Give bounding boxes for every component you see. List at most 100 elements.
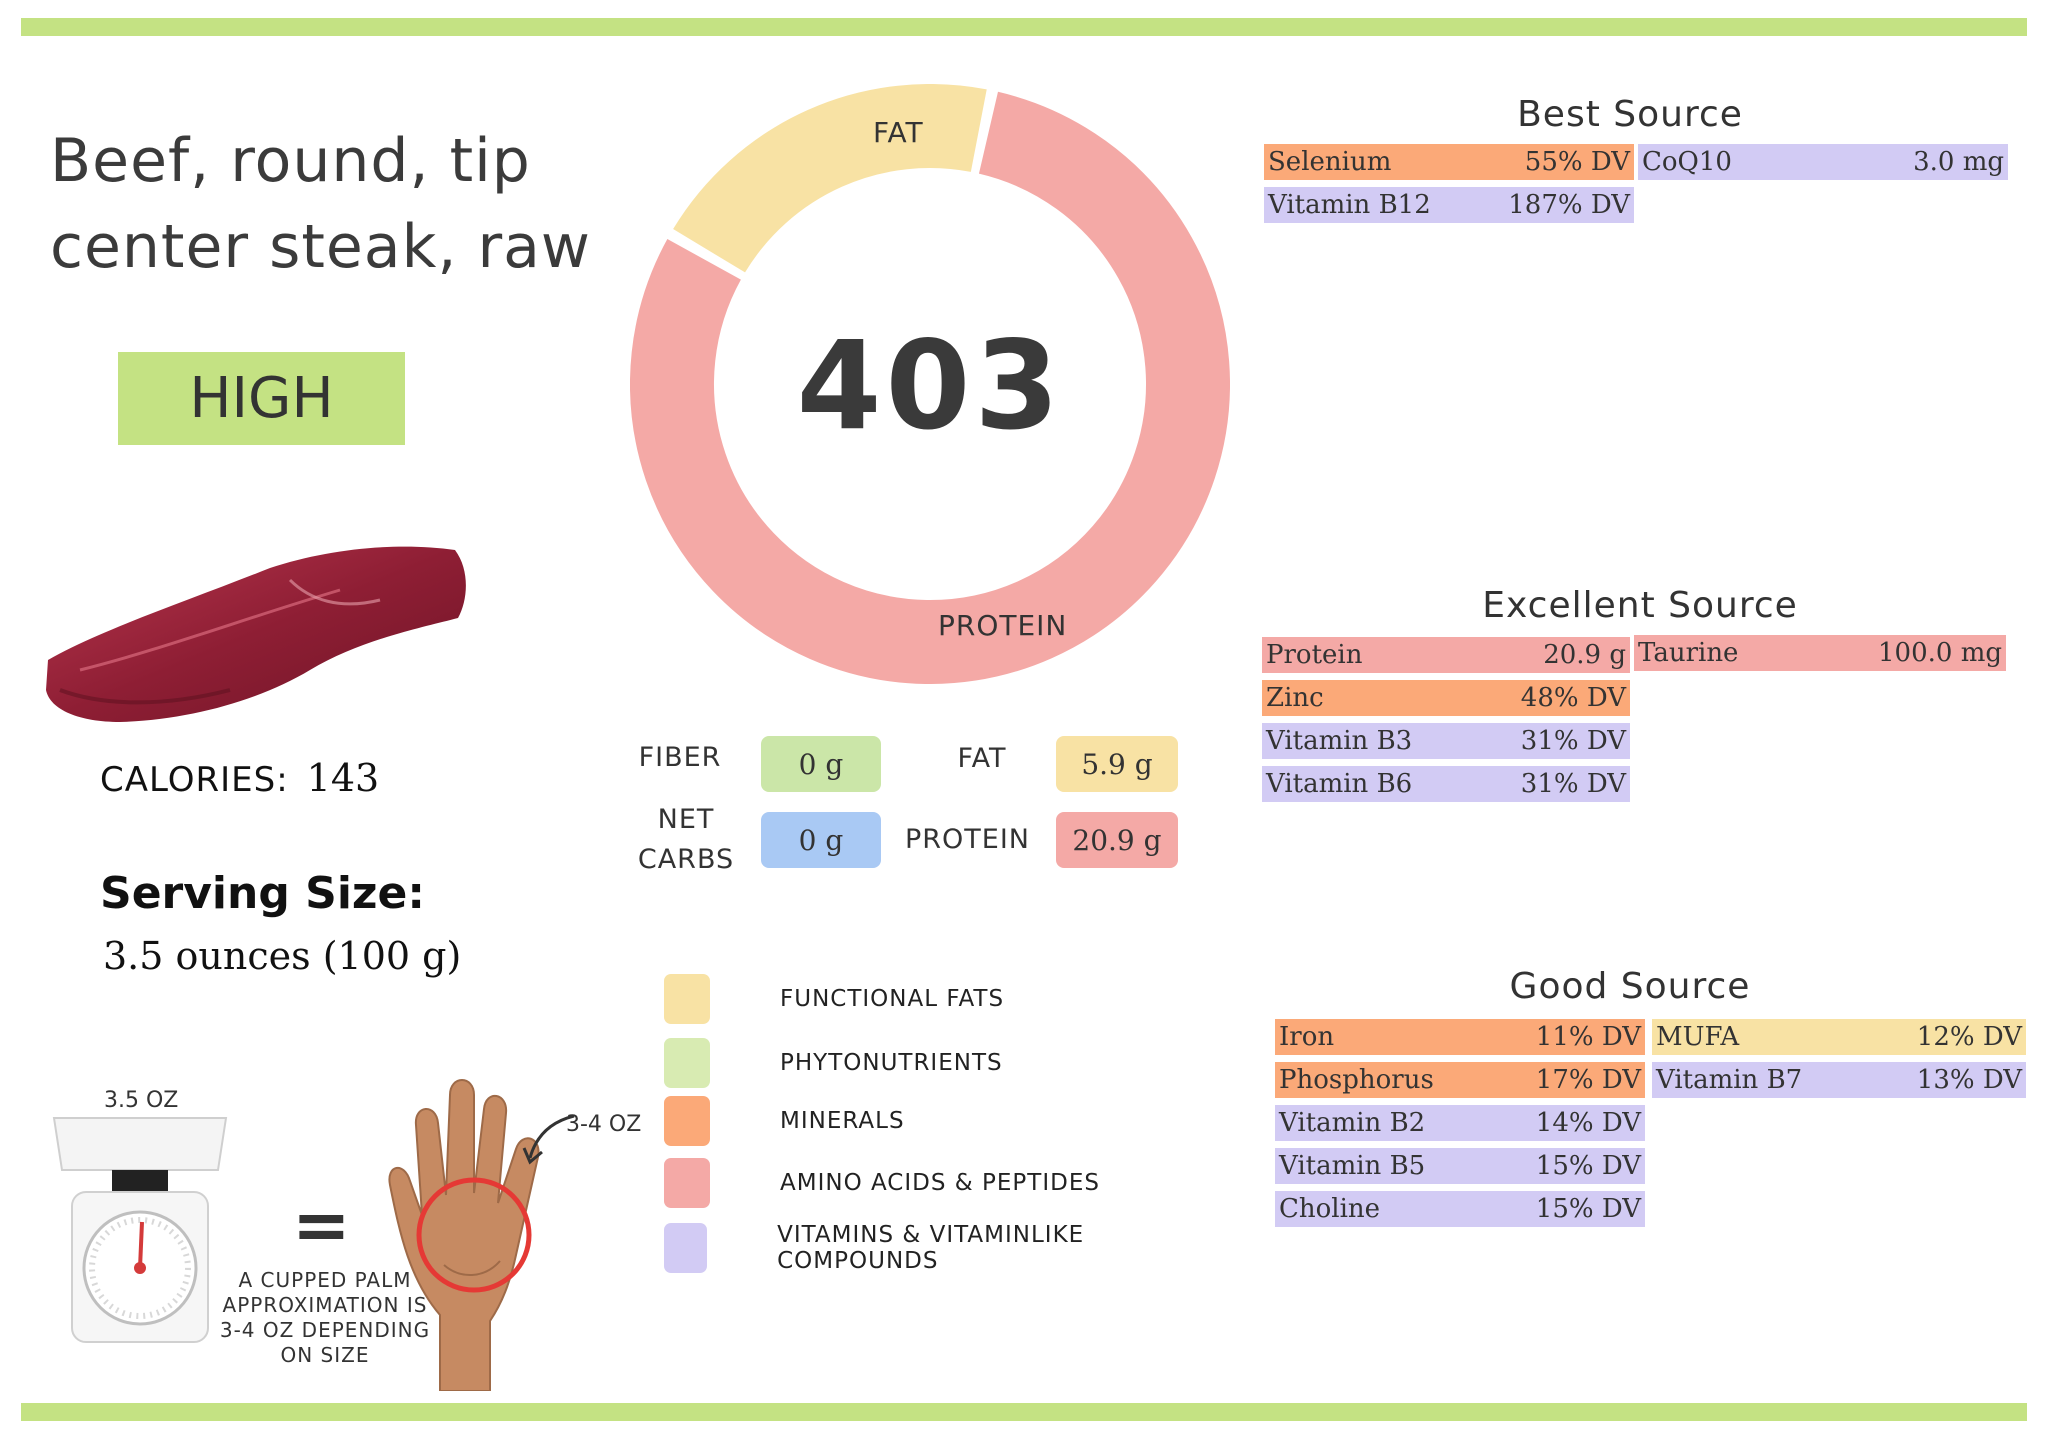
nutrient-name: Choline bbox=[1279, 1194, 1381, 1224]
calories-value: 143 bbox=[306, 756, 380, 800]
palm-weight-label: 3-4 OZ bbox=[566, 1112, 642, 1137]
fiber-value: 0 g bbox=[761, 736, 881, 792]
nutrient-value: 12% DV bbox=[1916, 1022, 2022, 1052]
kitchen-scale-icon bbox=[52, 1117, 228, 1343]
calories-label: CALORIES: bbox=[100, 760, 289, 800]
protein-label: PROTEIN bbox=[904, 824, 1030, 855]
fat-label: FAT bbox=[957, 743, 1007, 774]
calorie-donut-chart bbox=[630, 84, 1230, 684]
legend-swatch bbox=[664, 1096, 710, 1146]
nutrient-row: Vitamin B5 15% DV bbox=[1275, 1148, 1645, 1184]
nutrient-name: Protein bbox=[1266, 640, 1363, 670]
donut-protein-segment bbox=[630, 91, 1230, 684]
nutrient-name: Selenium bbox=[1268, 147, 1392, 177]
nutrient-value: 15% DV bbox=[1535, 1151, 1641, 1181]
nutrient-name: Zinc bbox=[1266, 683, 1324, 713]
donut-fat-label: FAT bbox=[873, 116, 924, 149]
nutrient-name: Vitamin B5 bbox=[1279, 1151, 1426, 1181]
nutrient-name: Iron bbox=[1279, 1022, 1335, 1052]
nutrient-value: 187% DV bbox=[1508, 190, 1630, 220]
legend-label: VITAMINS & VITAMINLIKE COMPOUNDS bbox=[777, 1222, 1085, 1274]
nutrient-name: Vitamin B7 bbox=[1656, 1065, 1803, 1095]
nutrient-row: Vitamin B2 14% DV bbox=[1275, 1105, 1645, 1141]
donut-protein-label: PROTEIN bbox=[938, 609, 1068, 642]
food-title: Beef, round, tip center steak, raw bbox=[50, 118, 610, 290]
nutrient-row: Vitamin B3 31% DV bbox=[1262, 723, 1630, 759]
arrow-pointer-icon bbox=[522, 1114, 575, 1165]
legend-label: MINERALS bbox=[780, 1108, 905, 1134]
excellent-source-left-list: Protein 20.9 g Zinc 48% DV Vitamin B3 31% DV V… bbox=[1262, 637, 1630, 809]
nutrient-row: Zinc 48% DV bbox=[1262, 680, 1630, 716]
best-source-left-list: Selenium 55% DV Vitamin B12 187% DV bbox=[1264, 144, 1634, 230]
nutrient-row: Vitamin B7 13% DV bbox=[1652, 1062, 2026, 1098]
food-title-line2: center steak, raw bbox=[50, 212, 591, 282]
donut-fat-segment bbox=[673, 84, 987, 274]
protein-value: 20.9 g bbox=[1056, 812, 1178, 868]
nutrient-row: Vitamin B6 31% DV bbox=[1262, 766, 1630, 802]
best-source-right-list: CoQ10 3.0 mg bbox=[1638, 144, 2008, 187]
nutrient-value: 31% DV bbox=[1520, 769, 1626, 799]
nutrient-row: Selenium 55% DV bbox=[1264, 144, 1634, 180]
good-source-right-list: MUFA 12% DV Vitamin B7 13% DV bbox=[1652, 1019, 2026, 1105]
nutrient-row: Choline 15% DV bbox=[1275, 1191, 1645, 1227]
nutrient-value: 55% DV bbox=[1524, 147, 1630, 177]
legend-item: VITAMINS & VITAMINLIKE COMPOUNDS bbox=[664, 1222, 1224, 1274]
net-carbs-label: NET CARBS bbox=[630, 800, 742, 880]
nutrient-value: 20.9 g bbox=[1543, 640, 1626, 670]
nutrient-name: Vitamin B2 bbox=[1279, 1108, 1426, 1138]
legend-label: FUNCTIONAL FATS bbox=[780, 986, 1005, 1012]
nutrient-row: Taurine 100.0 mg bbox=[1634, 635, 2006, 671]
serving-size-value: 3.5 ounces (100 g) bbox=[103, 934, 462, 978]
palm-note: A CUPPED PALM APPROXIMATION IS 3-4 OZ DE… bbox=[219, 1268, 431, 1367]
food-title-line1: Beef, round, tip bbox=[50, 126, 531, 196]
good-source-left-list: Iron 11% DV Phosphorus 17% DV Vitamin B2 14% … bbox=[1275, 1019, 1645, 1234]
nutrient-row: Iron 11% DV bbox=[1275, 1019, 1645, 1055]
nutrient-value: 31% DV bbox=[1520, 726, 1626, 756]
excellent-source-title: Excellent Source bbox=[1482, 585, 1798, 626]
nutrient-value: 14% DV bbox=[1535, 1108, 1641, 1138]
donut-center-value: 403 bbox=[796, 315, 1064, 457]
nutrient-row: Protein 20.9 g bbox=[1262, 637, 1630, 673]
scale-weight-label: 3.5 OZ bbox=[104, 1088, 179, 1113]
legend-item: MINERALS bbox=[664, 1096, 905, 1146]
serving-size-heading: Serving Size: bbox=[100, 868, 425, 919]
nutrient-name: CoQ10 bbox=[1642, 147, 1732, 177]
legend-item: PHYTONUTRIENTS bbox=[664, 1038, 1003, 1088]
nutrient-row: MUFA 12% DV bbox=[1652, 1019, 2026, 1055]
nutrient-row: Vitamin B12 187% DV bbox=[1264, 187, 1634, 223]
nutrient-name: Vitamin B6 bbox=[1266, 769, 1413, 799]
fat-value: 5.9 g bbox=[1056, 736, 1178, 792]
legend-label: PHYTONUTRIENTS bbox=[780, 1050, 1003, 1076]
fiber-label: FIBER bbox=[638, 742, 722, 773]
nutrient-name: Taurine bbox=[1638, 638, 1739, 668]
nutrient-value: 100.0 mg bbox=[1878, 638, 2002, 668]
legend-item: FUNCTIONAL FATS bbox=[664, 974, 1004, 1024]
nutrient-name: Vitamin B3 bbox=[1266, 726, 1413, 756]
calories: CALORIES: 143 bbox=[100, 756, 379, 800]
nutrient-name: MUFA bbox=[1656, 1022, 1740, 1052]
legend-swatch bbox=[664, 1038, 710, 1088]
nutrient-value: 13% DV bbox=[1916, 1065, 2022, 1095]
net-carbs-value: 0 g bbox=[761, 812, 881, 868]
top-accent-bar bbox=[21, 18, 2027, 36]
legend-swatch bbox=[664, 1223, 708, 1273]
nutrient-value: 17% DV bbox=[1535, 1065, 1641, 1095]
nutrient-row: CoQ10 3.0 mg bbox=[1638, 144, 2008, 180]
steak-image bbox=[46, 546, 466, 722]
nutrient-name: Vitamin B12 bbox=[1268, 190, 1431, 220]
legend-swatch bbox=[664, 974, 710, 1024]
nutrient-value: 48% DV bbox=[1520, 683, 1626, 713]
nutrient-value: 3.0 mg bbox=[1913, 147, 2004, 177]
legend-item: AMINO ACIDS & PEPTIDES bbox=[664, 1158, 1100, 1208]
good-source-title: Good Source bbox=[1509, 966, 1751, 1007]
rating-badge: HIGH bbox=[118, 352, 405, 445]
equals-sign: = bbox=[292, 1184, 351, 1266]
best-source-title: Best Source bbox=[1517, 94, 1743, 135]
net-carbs-label-line2: CARBS bbox=[637, 844, 735, 875]
excellent-source-right-list: Taurine 100.0 mg bbox=[1634, 635, 2006, 678]
bottom-accent-bar bbox=[21, 1403, 2027, 1421]
nutrient-row: Phosphorus 17% DV bbox=[1275, 1062, 1645, 1098]
nutrient-value: 15% DV bbox=[1535, 1194, 1641, 1224]
legend-swatch bbox=[664, 1158, 710, 1208]
legend-label: AMINO ACIDS & PEPTIDES bbox=[780, 1170, 1100, 1196]
